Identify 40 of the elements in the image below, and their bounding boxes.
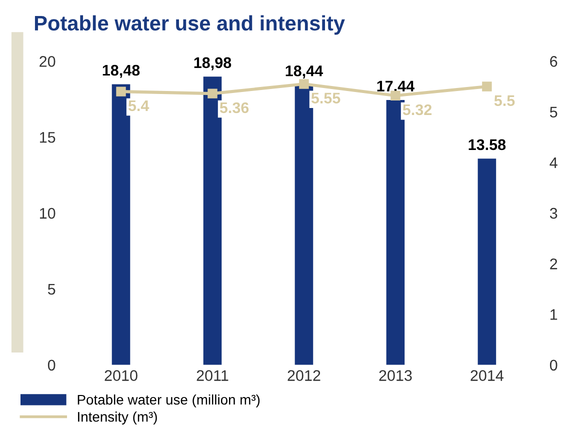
y-tick-label: 5 [48, 284, 56, 295]
y2-tick-label: 1 [550, 309, 558, 320]
y2-tick-label: 2 [550, 258, 558, 270]
x-tick-label: 2014 [470, 370, 504, 381]
y-tick-label: 15 [40, 132, 56, 143]
legend-label: Intensity (m³) [78, 412, 157, 424]
y-tick-label: 10 [40, 208, 56, 219]
point [299, 79, 309, 89]
data-label: 17,44 [377, 80, 414, 94]
y2-tick-label: 4 [550, 157, 558, 168]
data-label: 5.36 [220, 102, 249, 114]
chart-title: Potable water use and intensity [34, 15, 345, 35]
bar [386, 100, 405, 365]
data-label: 5.4 [128, 100, 150, 112]
point [482, 82, 492, 92]
bar [478, 158, 496, 365]
data-label: 5.55 [311, 92, 340, 104]
point [116, 86, 126, 96]
data-label: 5.32 [402, 104, 432, 116]
x-tick-label: 2010 [104, 370, 138, 381]
y2-tick-label: 0 [550, 360, 558, 371]
y2-tick-label: 5 [550, 106, 558, 118]
point [390, 90, 400, 100]
data-label: 5.5 [494, 95, 515, 106]
bar [112, 84, 130, 365]
x-tick-label: 2012 [288, 370, 320, 381]
data-label: 13.58 [468, 139, 506, 150]
data-label: 18,44 [286, 65, 324, 79]
x-tick-label: 2011 [196, 370, 228, 381]
data-label: 18,48 [102, 64, 140, 78]
point [208, 88, 218, 98]
data-label: 18,98 [194, 57, 232, 70]
y-tick-label: 0 [48, 360, 56, 371]
bar [203, 76, 222, 365]
y2-tick-label: 6 [550, 56, 558, 67]
y2-tick-label: 3 [550, 208, 558, 219]
x-tick-label: 2013 [379, 370, 412, 381]
legend-label: Potable water use (million m³) [78, 394, 260, 408]
bar [294, 84, 314, 365]
y-tick-label: 20 [40, 56, 56, 67]
